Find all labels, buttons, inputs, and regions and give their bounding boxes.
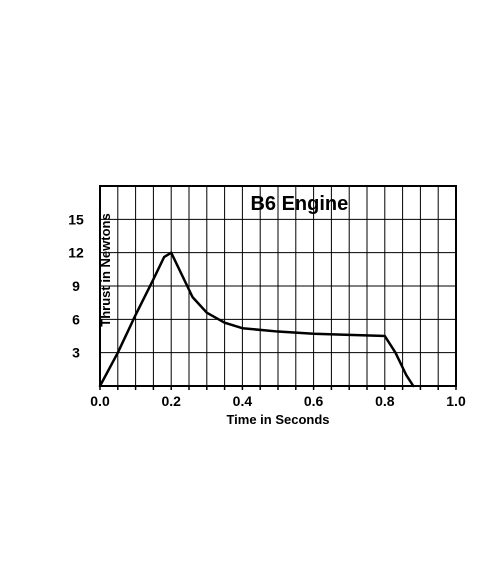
- chart-svg: 0.0 0.2 0.4 0.6 0.8 1.0 3 6 9 12 15 Time in Seconds…: [38, 180, 466, 430]
- x-tick-label: 1.0: [446, 393, 466, 409]
- y-tick-label: 6: [72, 311, 80, 327]
- y-tick-label: 9: [72, 278, 80, 294]
- y-tick-label: 15: [68, 211, 84, 227]
- y-tick-label: 12: [68, 245, 84, 261]
- x-axis-label: Time in Seconds: [226, 412, 329, 427]
- x-tick-label: 0.6: [304, 393, 324, 409]
- x-tick-label: 0.0: [90, 393, 110, 409]
- x-tick-label: 0.4: [233, 393, 253, 409]
- x-tick-label: 0.8: [375, 393, 395, 409]
- x-tick-label: 0.2: [161, 393, 181, 409]
- page: 0.0 0.2 0.4 0.6 0.8 1.0 3 6 9 12 15 Time in Seconds…: [0, 0, 500, 588]
- chart-title: B6 Engine: [250, 193, 348, 215]
- thrust-chart: 0.0 0.2 0.4 0.6 0.8 1.0 3 6 9 12 15 Time in Seconds…: [38, 180, 466, 430]
- y-axis-label: Thrust in Newtons: [98, 213, 113, 326]
- y-tick-label: 3: [72, 345, 80, 361]
